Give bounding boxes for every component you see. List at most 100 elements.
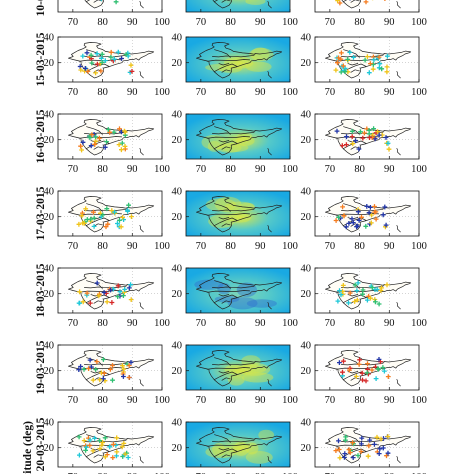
station-marker bbox=[366, 128, 372, 133]
x-tick-label: 100 bbox=[282, 318, 298, 329]
y-tick-label: 40 bbox=[301, 341, 312, 352]
india-outline bbox=[196, 196, 283, 233]
x-tick-label: 70 bbox=[196, 241, 207, 252]
india-outline bbox=[68, 273, 155, 310]
station-marker bbox=[365, 453, 371, 459]
station-marker bbox=[110, 377, 115, 383]
x-tick-label: 90 bbox=[127, 87, 138, 98]
y-tick-label: 20 bbox=[44, 135, 55, 146]
station-marker bbox=[86, 366, 91, 371]
station-marker bbox=[112, 209, 117, 215]
y-tick-label: 40 bbox=[172, 33, 183, 44]
x-tick-label: 100 bbox=[154, 87, 170, 98]
x-tick-label: 80 bbox=[354, 318, 365, 329]
y-tick-label: 40 bbox=[44, 110, 55, 121]
station-marker bbox=[355, 209, 361, 215]
station-marker bbox=[109, 208, 115, 213]
station-marker bbox=[108, 49, 114, 55]
field-heatmap bbox=[186, 37, 290, 82]
y-tick-label: 40 bbox=[172, 341, 183, 352]
station-marker bbox=[364, 204, 370, 209]
x-tick-label: 90 bbox=[384, 17, 395, 28]
station-marker bbox=[84, 290, 90, 296]
x-tick-label: 70 bbox=[68, 395, 79, 406]
axes-frame bbox=[314, 421, 420, 468]
station-marker bbox=[356, 146, 362, 152]
field-patch bbox=[234, 364, 267, 374]
andaman-islands bbox=[267, 147, 272, 156]
station-marker bbox=[367, 437, 373, 443]
axes-frame bbox=[57, 421, 163, 468]
station-marker bbox=[89, 132, 95, 137]
field-heatmap bbox=[186, 422, 290, 467]
x-tick-label: 90 bbox=[127, 164, 138, 175]
y-tick-label: 40 bbox=[172, 418, 183, 429]
x-tick-label: 100 bbox=[154, 17, 170, 28]
station-marker bbox=[99, 60, 105, 65]
station-marker bbox=[129, 69, 135, 74]
station-marker bbox=[97, 446, 103, 452]
x-tick-label: 70 bbox=[325, 472, 336, 474]
station-marker bbox=[368, 295, 373, 301]
station-marker bbox=[119, 147, 124, 153]
station-marker bbox=[368, 220, 374, 226]
station-marker bbox=[369, 285, 375, 290]
station-marker bbox=[376, 301, 382, 307]
axes-frame bbox=[57, 190, 163, 237]
station-marker bbox=[109, 300, 115, 305]
andaman-islands bbox=[139, 147, 144, 156]
x-tick-label: 90 bbox=[384, 318, 395, 329]
station-marker bbox=[376, 357, 382, 362]
station-marker bbox=[342, 455, 347, 460]
andaman-islands bbox=[396, 378, 401, 387]
row-date-label: 20-03-2015 bbox=[35, 417, 47, 471]
station-marker bbox=[333, 67, 339, 73]
x-tick-label: 70 bbox=[68, 472, 79, 474]
station-marker bbox=[122, 144, 128, 149]
station-marker bbox=[335, 0, 340, 3]
station-marker bbox=[87, 357, 93, 363]
field-patch bbox=[227, 297, 258, 310]
station-marker bbox=[111, 442, 116, 447]
station-marker bbox=[121, 441, 127, 446]
y-tick-label: 20 bbox=[44, 443, 55, 454]
station-marker bbox=[126, 202, 131, 208]
station-marker bbox=[354, 288, 360, 293]
station-marker bbox=[363, 223, 369, 229]
y-tick-label: 20 bbox=[301, 443, 312, 454]
station-marker bbox=[78, 67, 84, 73]
station-marker bbox=[349, 216, 355, 222]
field-patch bbox=[245, 0, 266, 5]
x-tick-label: 90 bbox=[384, 472, 395, 474]
india-outline bbox=[196, 350, 283, 387]
station-marker bbox=[356, 217, 362, 223]
station-marker bbox=[347, 50, 353, 55]
axes-frame bbox=[314, 36, 420, 83]
station-marker bbox=[359, 441, 364, 447]
station-marker bbox=[90, 377, 96, 383]
station-marker bbox=[357, 357, 362, 363]
map-background bbox=[315, 422, 419, 467]
station-marker bbox=[353, 374, 359, 379]
station-marker bbox=[83, 206, 89, 212]
y-tick-label: 20 bbox=[44, 212, 55, 223]
station-marker bbox=[115, 221, 120, 226]
station-marker bbox=[81, 438, 87, 443]
station-marker bbox=[100, 212, 106, 218]
station-marker bbox=[77, 289, 82, 295]
station-marker bbox=[369, 367, 375, 373]
station-marker bbox=[376, 132, 382, 138]
station-marker bbox=[376, 54, 382, 60]
y-tick-label: 40 bbox=[301, 187, 312, 198]
station-marker bbox=[382, 204, 388, 210]
x-tick-label: 70 bbox=[325, 395, 336, 406]
station-marker bbox=[76, 434, 82, 440]
field-patch bbox=[241, 372, 274, 383]
x-tick-label: 70 bbox=[68, 87, 79, 98]
india-outline bbox=[196, 427, 283, 464]
andaman-islands bbox=[267, 0, 272, 9]
